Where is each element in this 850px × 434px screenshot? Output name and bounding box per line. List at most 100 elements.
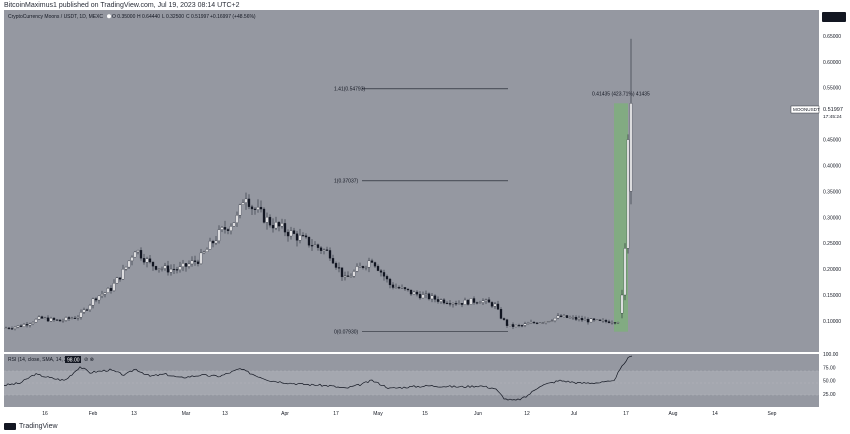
candle-body [217,229,221,242]
candle-body [355,266,359,272]
candle-body [10,328,14,330]
candle-body [178,266,182,270]
candle-body [433,295,437,300]
rsi-axis-ticks: 100.00 75.00 50.00 25.00 [823,352,839,398]
candle-body [4,327,8,329]
candle-body [16,325,20,328]
ohlc-low: L 0.32500 [162,14,184,20]
fib-levels[interactable]: 1.41(0.54793) 1(0.37037) 0(0.07930) [334,87,508,336]
candle-body [623,248,627,296]
candle-body [484,299,488,302]
time-axis[interactable] [4,407,819,421]
time-tick-label: Jul [571,411,577,417]
fib-label: 1.41(0.54793) [334,87,365,93]
candle-body [19,325,23,327]
candle-body [556,315,560,319]
candle-body [607,321,611,324]
candle-body [268,216,272,226]
candle-body [589,318,593,323]
candle-body [22,324,26,327]
candle-body [265,216,269,223]
candle-body [292,230,296,234]
candle-body [517,324,521,327]
candle-body [325,249,329,251]
candle-body [439,299,443,302]
candle-body [562,315,566,318]
measure-label: 0.41435 (423.71%) 41435 [592,91,650,97]
candle-body [451,303,455,305]
candle-body [514,324,518,327]
candle-body [544,321,548,323]
price-tag-symbol-box [790,105,820,114]
candle-body [376,266,380,271]
candle-body [505,319,509,326]
candle-body [391,284,395,288]
candle-body [583,318,587,321]
rsi-settings-icons[interactable]: ⊘ ⊗ [84,357,94,363]
candle-body [34,318,38,323]
candle-body [481,300,485,303]
candle-body [28,323,32,326]
top-right-button[interactable] [822,12,846,22]
candle-body [424,293,428,295]
candle-body [412,291,416,295]
price-tick-label: 0.35000 [823,189,841,195]
ohlc-change: +0.16997 (+48.56%) [210,14,256,20]
candle-body [64,317,68,321]
price-tick-label: 0.10000 [823,319,841,325]
rsi-title: RSI (14, close, SMA, 14, 2) [8,357,69,363]
candle-body [124,266,128,270]
candle-body [559,315,563,318]
candle-body [301,235,305,237]
candle-body [580,317,584,321]
candle-body [151,261,155,267]
price-tick-label: 0.65000 [823,34,841,40]
candle-body [427,293,431,300]
candle-body [295,233,299,241]
candle-body [373,262,377,267]
candle-body [250,206,254,210]
candle-body [112,283,116,291]
candle-body [283,223,287,233]
candle-body [442,299,446,304]
time-tick-label: 13 [131,411,137,417]
candle-body [379,270,383,273]
candle-body [319,247,323,251]
candle-body [475,302,479,304]
candle-body [586,318,590,323]
candle-body [247,198,251,207]
time-tick-label: Mar [182,411,191,417]
candle-body [463,299,467,305]
candle-body [181,263,185,267]
rsi-tick-label: 100.00 [823,352,839,358]
candle-body [82,309,86,313]
candle-body [598,319,602,321]
candle-body [193,260,197,262]
publisher-line: BitcoinMaximus1 published on TradingView… [4,2,240,9]
candle-body [496,303,500,310]
price-axis[interactable] [819,10,850,352]
candle-body [199,252,203,264]
candle-body [508,324,512,326]
candle-body [232,222,236,227]
rsi-line [4,355,633,401]
price-tag-symbol: MOONUSDT [793,107,820,112]
rsi-tick-label: 50.00 [823,379,836,385]
candle-body [235,214,239,223]
candle-body [313,244,317,246]
rsi-value: 98.00 [67,358,80,364]
ohlc-dot [107,14,111,19]
candle-body [160,268,164,270]
candle-body [97,295,101,301]
candle-body [121,269,125,280]
candle-body [184,263,188,267]
candle-body [620,294,624,314]
candle-body [493,303,497,307]
candle-body [154,266,158,270]
candle-body [445,302,449,305]
candle-body [40,316,44,319]
candle-body [103,292,107,295]
candle-body [73,317,77,319]
candle-body [610,322,614,324]
